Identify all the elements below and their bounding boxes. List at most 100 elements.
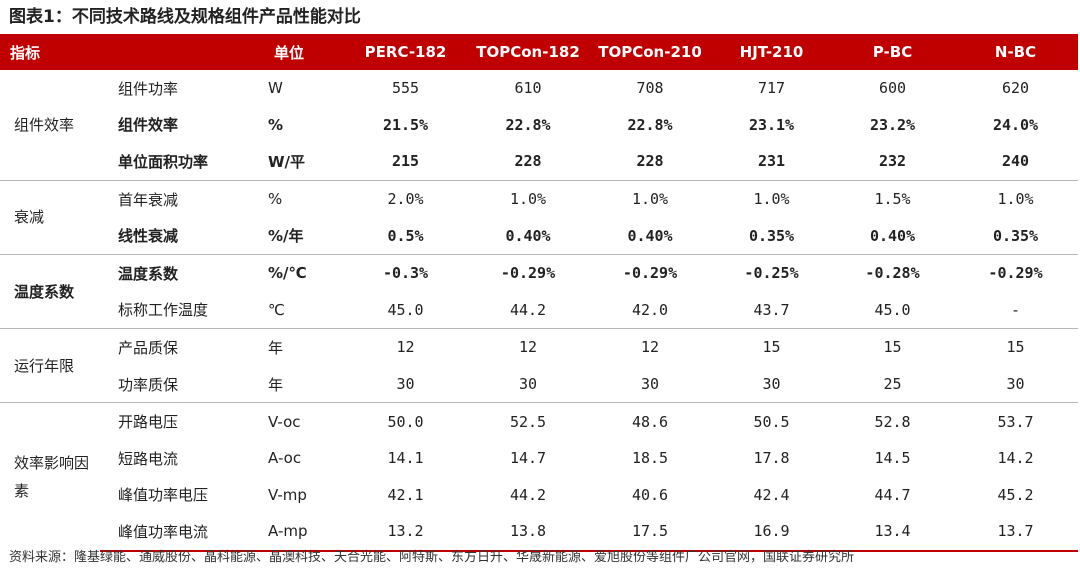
metric-label: 温度系数 bbox=[100, 253, 265, 292]
unit-cell: 年 bbox=[264, 328, 345, 366]
table-row: 功率质保 年 30 30 30 30 25 30 bbox=[0, 366, 1078, 403]
value-cell: 1.0% bbox=[467, 179, 590, 218]
value-cell: 44.7 bbox=[874, 485, 911, 504]
value-cell: 24.0% bbox=[992, 115, 1039, 134]
value-cell: 15 bbox=[953, 328, 1079, 366]
group-label: 温度系数 bbox=[0, 253, 100, 329]
metric-label: 标称工作温度 bbox=[118, 301, 209, 320]
value-cell: 17.8 bbox=[753, 449, 790, 468]
value-cell: 45.0 bbox=[874, 300, 911, 319]
table-row: 峰值功率电流 A-mp 13.2 13.8 17.5 16.9 13.4 13.7 bbox=[0, 513, 1079, 552]
value-cell: 620 bbox=[1001, 79, 1030, 98]
value-cell: 45.2 bbox=[997, 485, 1034, 504]
value-cell: 30 bbox=[762, 375, 781, 394]
value-cell: -0.29% bbox=[467, 253, 590, 292]
value-cell: 42.4 bbox=[753, 485, 790, 504]
value-cell: 14.7 bbox=[509, 449, 547, 468]
value-cell: 14.1 bbox=[387, 449, 424, 468]
value-cell: 228 bbox=[636, 152, 664, 171]
value-cell: 17.5 bbox=[589, 513, 712, 552]
value-cell: 30 bbox=[640, 375, 660, 394]
value-cell: 43.7 bbox=[753, 300, 790, 319]
value-cell: 610 bbox=[514, 79, 542, 98]
value-cell: 30 bbox=[1006, 375, 1025, 394]
group-label: 衰减 bbox=[0, 179, 100, 255]
unit-cell: % bbox=[264, 179, 345, 218]
value-cell: 50.0 bbox=[344, 402, 468, 440]
value-cell: 30 bbox=[518, 375, 538, 394]
metric-label: 首年衰减 bbox=[100, 179, 265, 218]
table-row: 线性衰减 %/年 0.5% 0.40% 0.40% 0.35% 0.40% 0.35% bbox=[0, 217, 1078, 254]
unit-cell: %/年 bbox=[268, 227, 304, 246]
value-cell: 231 bbox=[757, 152, 786, 171]
header-cell-n-bc: N-BC bbox=[953, 34, 1079, 70]
group-label: 效率影响因素 bbox=[0, 402, 100, 551]
unit-cell: %/℃ bbox=[264, 253, 345, 292]
unit-cell: A-mp bbox=[264, 513, 345, 552]
value-cell: 23.1% bbox=[748, 115, 795, 134]
value-cell: 42.1 bbox=[387, 485, 424, 504]
unit-cell: V-oc bbox=[264, 402, 345, 440]
unit-cell: ℃ bbox=[268, 300, 285, 319]
table-row: 运行年限 产品质保年 12 12 12 15 15 15 bbox=[0, 328, 1079, 403]
value-cell: 1.0% bbox=[589, 179, 712, 218]
value-cell: 13.8 bbox=[467, 513, 590, 552]
value-cell: -0.28% bbox=[832, 253, 954, 292]
value-cell: 18.5 bbox=[631, 449, 669, 468]
table-row: 标称工作温度 ℃ 45.0 44.2 42.0 43.7 45.0 - bbox=[0, 292, 1078, 329]
value-cell: 717 bbox=[757, 79, 786, 98]
value-cell: 16.9 bbox=[711, 513, 833, 552]
group-label: 运行年限 bbox=[0, 328, 100, 403]
value-cell: 0.40% bbox=[627, 226, 673, 245]
header-cell-unit: 单位 bbox=[264, 34, 345, 70]
unit-cell: W/平 bbox=[268, 152, 306, 171]
figure-title: 图表1：不同技术路线及规格组件产品性能对比 bbox=[9, 7, 361, 27]
value-cell: 14.5 bbox=[874, 449, 911, 468]
value-cell: 0.5% bbox=[387, 226, 424, 245]
metric-label: 短路电流 bbox=[118, 449, 179, 468]
value-cell: - bbox=[1011, 300, 1021, 319]
value-cell: 215 bbox=[391, 152, 420, 171]
header-cell-topcon-210: TOPCon-210 bbox=[589, 34, 712, 70]
value-cell: 44.2 bbox=[509, 485, 547, 504]
table-row: 单位面积功率 W/平 215 228 228 231 232 240 bbox=[0, 143, 1078, 180]
value-cell: 21.5% bbox=[382, 115, 429, 134]
value-cell: 232 bbox=[878, 152, 907, 171]
value-cell: 13.2 bbox=[344, 513, 468, 552]
unit-cell: 年 bbox=[268, 375, 284, 394]
value-cell: 228 bbox=[514, 152, 542, 171]
value-cell: 22.8% bbox=[505, 115, 551, 134]
value-cell: -0.29% bbox=[953, 253, 1079, 292]
header-cell-perc-182: PERC-182 bbox=[344, 34, 468, 70]
value-cell: 53.7 bbox=[953, 402, 1079, 440]
metric-label: 线性衰减 bbox=[118, 227, 179, 246]
table-row: 衰减 首年衰减% 2.0% 1.0% 1.0% 1.0% 1.5% 1.0% bbox=[0, 179, 1079, 255]
value-cell: 0.35% bbox=[992, 226, 1039, 245]
unit-cell: V-mp bbox=[268, 485, 307, 504]
source-note: 资料来源：隆基绿能、通威股份、晶科能源、晶澳科技、天合光能、阿特斯、东方日升、华… bbox=[9, 550, 855, 565]
table-row: 峰值功率电压 V-mp 42.1 44.2 40.6 42.4 44.7 45.2 bbox=[0, 477, 1078, 514]
value-cell: 44.2 bbox=[509, 300, 547, 319]
value-cell: 12 bbox=[344, 328, 468, 366]
unit-cell: W bbox=[268, 79, 283, 98]
header-cell-p-bc: P-BC bbox=[832, 34, 954, 70]
value-cell: 50.5 bbox=[711, 402, 833, 440]
header-cell-indicator: 指标 bbox=[0, 34, 265, 70]
table-row: 效率影响因素 开路电压 V-oc 50.0 52.5 48.6 50.5 52.8 53.7 bbox=[0, 402, 1079, 551]
value-cell: -0.25% bbox=[711, 253, 833, 292]
unit-cell: % bbox=[268, 115, 284, 134]
header-cell-hjt-210: HJT-210 bbox=[711, 34, 833, 70]
value-cell: 0.35% bbox=[748, 226, 795, 245]
value-cell: 15 bbox=[711, 328, 833, 366]
comparison-table: 指标 单位 PERC-182 TOPCon-182 TOPCon-210 HJT… bbox=[0, 34, 1079, 552]
unit-cell: A-oc bbox=[268, 449, 302, 468]
value-cell: 45.0 bbox=[387, 300, 424, 319]
value-cell: 52.8 bbox=[832, 402, 954, 440]
value-cell: 1.0% bbox=[711, 179, 833, 218]
value-cell: 0.40% bbox=[505, 226, 551, 245]
header-row: 指标 单位 PERC-182 TOPCon-182 TOPCon-210 HJT… bbox=[0, 34, 1079, 70]
value-cell: 40.6 bbox=[631, 485, 669, 504]
metric-label: 组件效率 bbox=[118, 116, 179, 135]
value-cell: 23.2% bbox=[869, 115, 916, 134]
value-cell: 13.7 bbox=[953, 513, 1079, 552]
